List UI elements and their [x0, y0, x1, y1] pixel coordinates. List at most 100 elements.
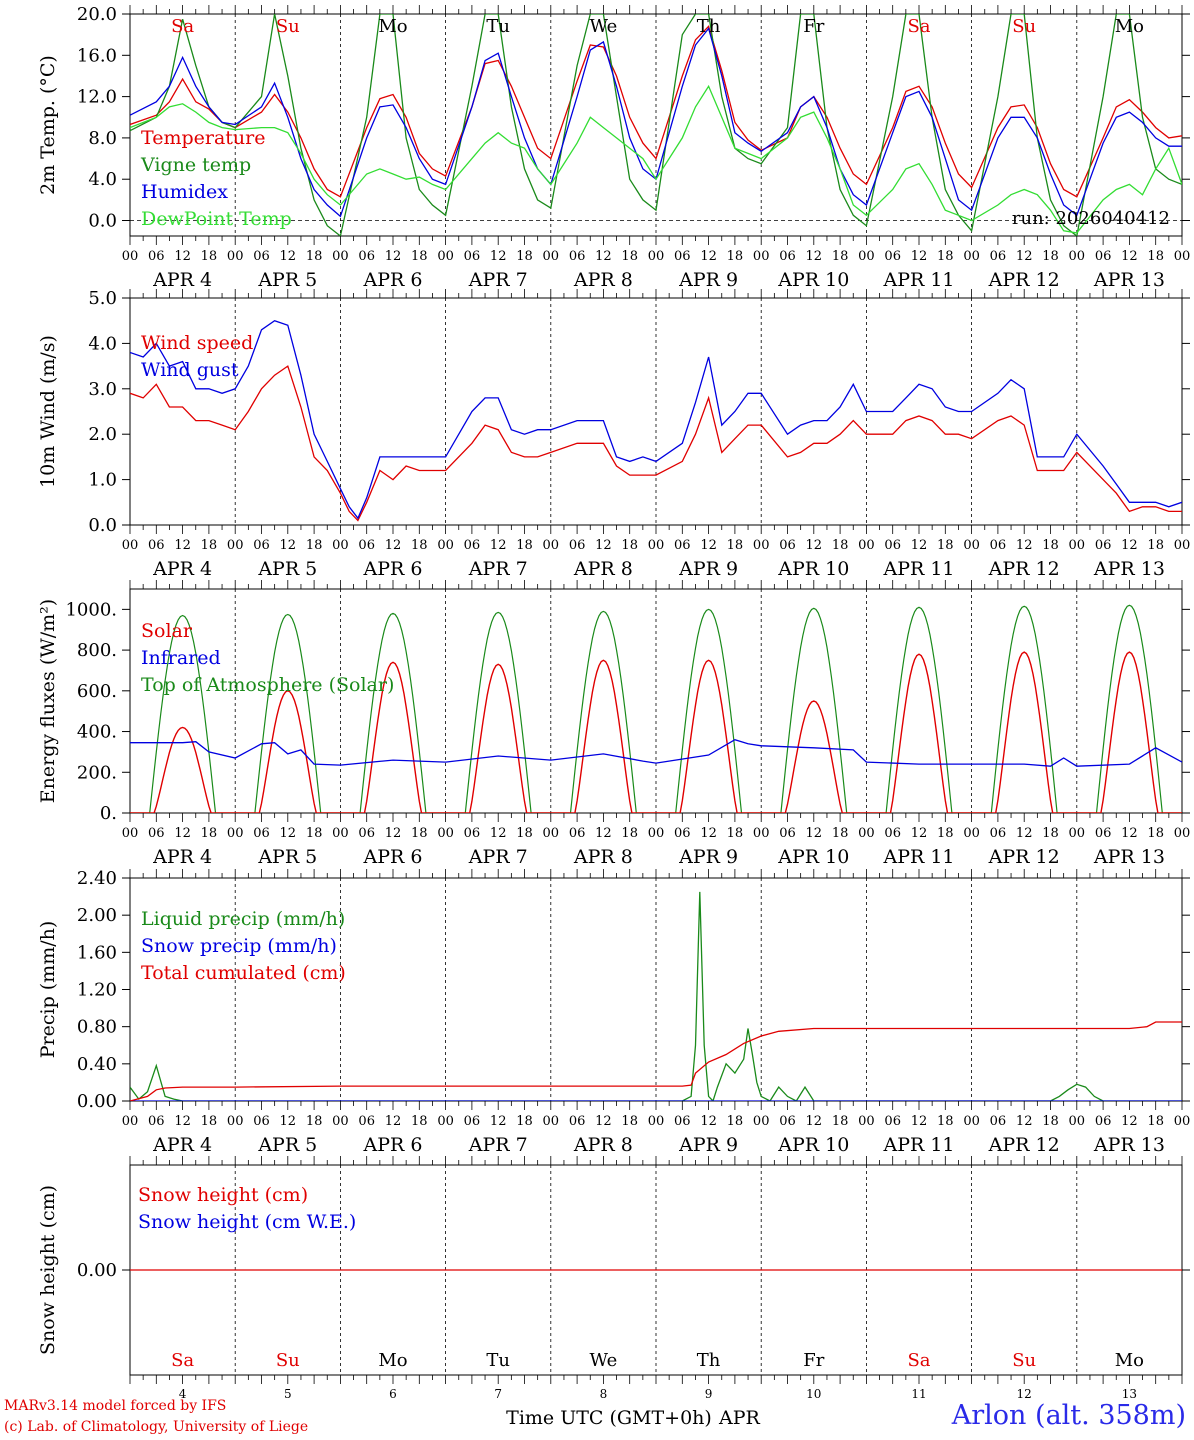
legend-entry: Humidex — [141, 181, 228, 203]
hour-label: 06 — [674, 538, 691, 553]
date-label: APR 6 — [363, 558, 423, 580]
hour-label: 06 — [884, 1114, 901, 1129]
hour-label: 18 — [937, 249, 954, 264]
y-tick-label: 2.0 — [88, 424, 117, 445]
hour-label: 00 — [122, 538, 139, 553]
hour-label: 00 — [543, 1114, 560, 1129]
hour-label: 06 — [1095, 538, 1112, 553]
weekday-label: Fr — [803, 16, 824, 37]
hour-label: 18 — [201, 826, 218, 841]
hour-label: 12 — [700, 826, 717, 841]
hour-label: 18 — [621, 1114, 638, 1129]
hour-label: 00 — [963, 249, 980, 264]
y-tick-label: 1.60 — [77, 942, 117, 963]
hour-label: 18 — [201, 249, 218, 264]
hour-label: 12 — [490, 538, 507, 553]
weekday-label: Sa — [171, 16, 194, 37]
date-label: APR 7 — [468, 558, 528, 580]
date-label: APR 10 — [777, 269, 849, 291]
date-label: APR 11 — [882, 1134, 954, 1156]
legend-entry: DewPoint Temp — [141, 208, 292, 230]
hour-label: 18 — [832, 826, 849, 841]
hour-label: 06 — [148, 1114, 165, 1129]
date-label: APR 13 — [1093, 1134, 1165, 1156]
hour-label: 06 — [569, 826, 586, 841]
y-tick-label: 4.0 — [88, 333, 117, 354]
hour-label: 00 — [753, 249, 770, 264]
hour-label: 18 — [727, 538, 744, 553]
date-label: APR 6 — [363, 846, 423, 868]
legend-entry: Infrared — [141, 647, 221, 669]
hour-label: 06 — [569, 249, 586, 264]
plot-area — [130, 319, 1182, 522]
hour-label: 00 — [437, 1114, 454, 1129]
legend-entry: Wind speed — [141, 332, 253, 354]
hour-label: 00 — [122, 826, 139, 841]
hour-label: 06 — [779, 538, 796, 553]
legend-entry: Vigne temp — [140, 154, 251, 176]
hour-label: 00 — [648, 538, 665, 553]
date-label: APR 4 — [152, 558, 212, 580]
date-label: APR 8 — [573, 269, 633, 291]
day-number: 4 — [179, 1387, 187, 1401]
hour-label: 06 — [464, 249, 481, 264]
y-tick-label: 0.40 — [77, 1054, 117, 1075]
x-axis-label: Time UTC (GMT+0h) — [506, 1407, 712, 1429]
y-tick-label: 0.00 — [77, 1091, 117, 1112]
hour-label: 12 — [280, 249, 297, 264]
date-label: APR 9 — [678, 1134, 738, 1156]
series-total-cumulated-cm- — [130, 1021, 1182, 1101]
hour-label: 06 — [358, 538, 375, 553]
date-label: APR 13 — [1093, 269, 1165, 291]
hour-label: 18 — [1147, 826, 1164, 841]
weekday-label: Tu — [486, 1350, 510, 1371]
date-label: APR 8 — [573, 846, 633, 868]
hour-label: 18 — [1042, 1114, 1059, 1129]
hour-label: 12 — [385, 249, 402, 264]
hour-label: 00 — [1069, 826, 1086, 841]
hour-label: 00 — [648, 249, 665, 264]
model-credit: MARv3.14 model forced by IFS — [4, 1398, 227, 1414]
hour-label: 12 — [806, 249, 823, 264]
day-number: 6 — [389, 1387, 397, 1401]
date-label: APR 12 — [988, 558, 1060, 580]
hour-label: 00 — [332, 1114, 349, 1129]
hour-label: 12 — [911, 826, 928, 841]
hour-label: 06 — [1095, 249, 1112, 264]
weekday-label: Th — [697, 1350, 721, 1371]
y-tick-label: 0. — [100, 803, 117, 824]
hour-label: 18 — [1042, 826, 1059, 841]
hour-label: 00 — [858, 1114, 875, 1129]
day-number: 13 — [1122, 1387, 1137, 1401]
hour-label: 18 — [201, 538, 218, 553]
day-number: 7 — [494, 1387, 502, 1401]
plot-area — [130, 891, 1182, 1101]
date-label: APR 10 — [777, 1134, 849, 1156]
hour-label: 12 — [700, 538, 717, 553]
hour-label: 12 — [595, 538, 612, 553]
legend-entry: Top of Atmosphere (Solar) — [141, 674, 394, 696]
series-wind-gust — [130, 319, 1182, 520]
hour-label: 18 — [516, 538, 533, 553]
date-label: APR 11 — [882, 558, 954, 580]
series-temperature — [130, 25, 1182, 198]
series-liquid-precip-mm-h- — [130, 891, 1182, 1101]
y-tick-label: 20.0 — [77, 4, 117, 25]
day-number: 8 — [600, 1387, 608, 1401]
station-name: Arlon (alt. 358m) — [951, 1400, 1186, 1431]
series-wind-speed — [130, 365, 1182, 522]
hour-label: 00 — [1069, 249, 1086, 264]
date-label: APR 9 — [678, 558, 738, 580]
series-top-of-atmosphere — [130, 604, 1182, 813]
hour-label: 00 — [437, 249, 454, 264]
hour-label: 06 — [253, 538, 270, 553]
date-label: APR 12 — [988, 1134, 1060, 1156]
y-tick-label: 2.00 — [77, 905, 117, 926]
hour-label: 18 — [306, 249, 323, 264]
hour-label: 12 — [700, 249, 717, 264]
hour-label: 00 — [227, 538, 244, 553]
date-label: APR 4 — [152, 1134, 212, 1156]
y-tick-label: 0.0 — [88, 211, 117, 232]
y-axis-label: Energy fluxes (W/m²) — [37, 599, 59, 803]
hour-label: 12 — [1016, 538, 1033, 553]
